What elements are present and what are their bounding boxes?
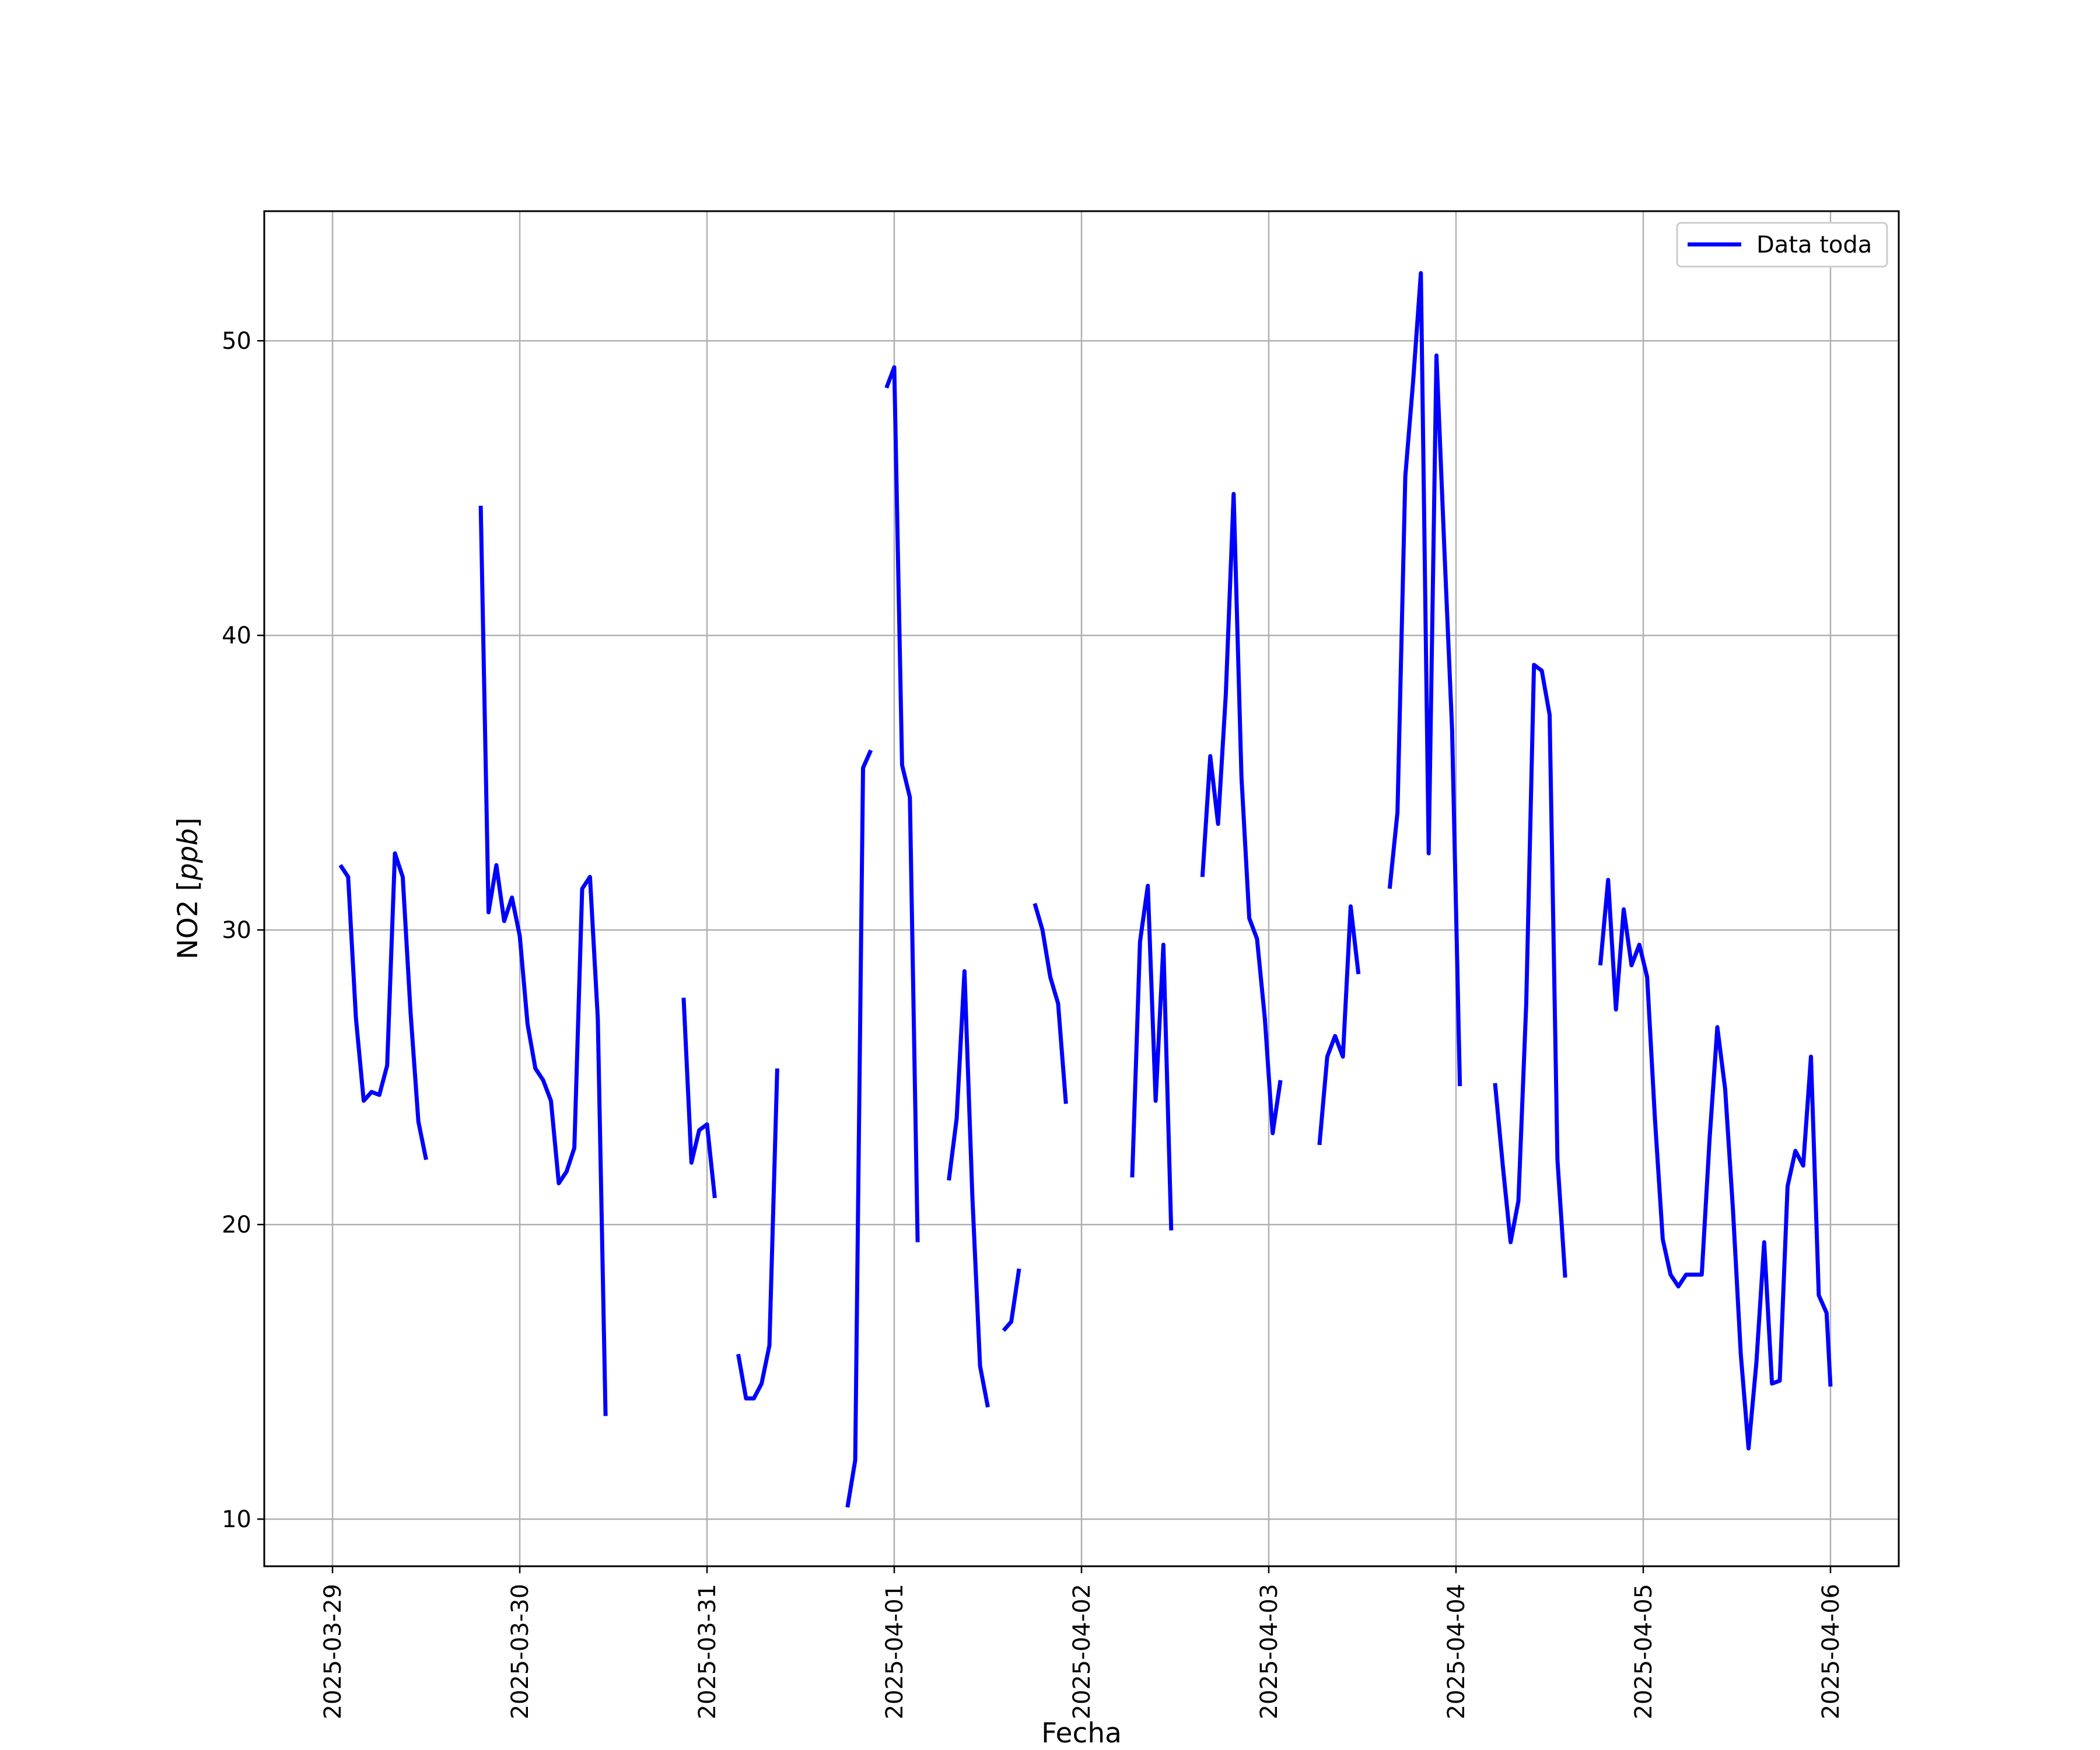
series-line-segment [1317,904,1361,1146]
data-point [894,367,895,368]
data-point [1034,903,1035,904]
x-tick-label: 2025-04-03 [1256,1584,1283,1719]
data-point [1662,1239,1663,1240]
grid-lines [264,211,1899,1566]
series-line-segment [845,749,873,1508]
data-point [1655,1118,1656,1119]
data-point [1397,812,1398,813]
x-tick-label: 2025-04-05 [1630,1584,1657,1719]
data-point [855,1460,856,1461]
y-axis-title: NO2 [ppb] [172,817,204,959]
x-tick-label: 2025-03-30 [507,1584,534,1719]
y-axis-title-open-bracket: [ [172,880,204,900]
series-line-segment [1493,663,1567,1278]
y-axis-title-close-bracket: ] [172,817,204,828]
data-point [769,1345,770,1346]
data-point [535,1068,536,1069]
data-point [870,750,871,751]
data-point [1748,1448,1749,1449]
data-point [1436,355,1437,356]
data-point [574,1147,575,1148]
axis-ticks: 2025-03-29 2025-03-30 2025-03-31 2025-04-01… [222,328,1845,1719]
legend-box [1676,222,1888,268]
data-point [1350,906,1351,907]
data-point [847,1507,848,1508]
data-point [1405,476,1406,477]
y-tick-label: 20 [222,1212,251,1238]
data-point [1678,1286,1679,1287]
data-point [761,1383,762,1384]
series-line-segment [1387,271,1462,1086]
data-point [1163,944,1164,945]
data-point [340,865,341,866]
data-point [566,1171,567,1172]
data-point [1639,944,1640,945]
series-line-segment [1598,877,1833,1451]
data-point [504,921,505,922]
data-point [1725,1088,1726,1089]
data-point [379,1095,380,1096]
data-point [418,1121,419,1122]
series-line-segment [338,851,428,1160]
series-line-segment [1002,1268,1021,1332]
y-tick-label: 40 [222,622,251,649]
data-point [1826,1312,1827,1313]
data-point [1319,1144,1320,1145]
data-point [558,1183,559,1184]
data-point [1526,1003,1527,1004]
data-point [371,1091,372,1092]
data-point [1795,1150,1796,1151]
data-point [707,1124,708,1125]
x-tick-label: 2025-04-02 [1069,1584,1096,1719]
x-tick-label: 2025-04-06 [1818,1584,1845,1719]
series-line-segment [884,365,920,1242]
x-tick-label: 2025-03-31 [694,1584,721,1719]
data-point [1050,977,1051,978]
data-point [1518,1200,1519,1201]
data-point [1249,918,1250,919]
data-point [582,888,583,889]
series-line-segment [947,969,990,1408]
y-tick-label: 30 [222,917,251,944]
data-point [777,1068,778,1069]
y-tick-label: 10 [222,1506,251,1533]
data-point [1327,1056,1328,1057]
x-axis-title: Fecha [1041,1717,1122,1749]
legend: Data toda [1676,222,1888,268]
x-tick-label: 2025-04-01 [881,1584,908,1719]
y-axis-title-unit: ppb [172,828,204,881]
data-point [1011,1321,1012,1322]
series-line-segment [1200,492,1283,1136]
data-point [1019,1268,1020,1269]
data-series [338,271,1833,1508]
x-tick-label: 2025-04-04 [1443,1584,1470,1719]
series-line-segment [1032,902,1068,1104]
data-point [1818,1295,1819,1296]
series-line-segment [736,1068,779,1401]
series-line-segment [1130,884,1174,1231]
data-point [597,1018,598,1019]
series-line-segment [478,505,608,1416]
y-axis-title-main: NO2 [172,900,204,960]
series-line-segment [681,998,717,1199]
data-point [1420,273,1421,274]
data-point [1241,776,1242,777]
x-tick-label: 2025-03-29 [320,1584,346,1719]
data-point [410,1012,411,1013]
data-point [1732,1209,1733,1210]
y-tick-label: 50 [222,328,251,355]
legend-label: Data toda [1756,232,1872,258]
